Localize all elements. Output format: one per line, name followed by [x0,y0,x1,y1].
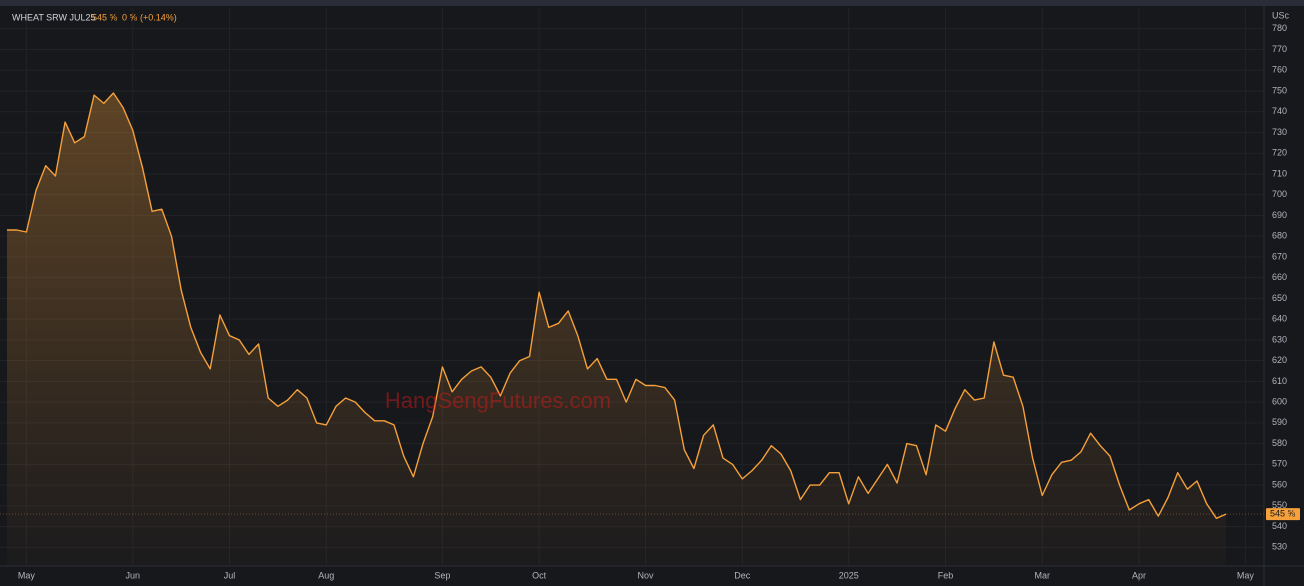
x-tick-label: May [1237,570,1255,580]
x-tick-label: Jun [126,570,141,580]
x-tick-label: Oct [532,570,547,580]
x-tick-label: Sep [434,570,450,580]
x-tick-label: 2025 [839,570,859,580]
y-tick-label: 780 [1272,23,1287,33]
last-price-box [1266,508,1300,521]
y-tick-label: 660 [1272,272,1287,282]
x-tick-label: Feb [938,570,954,580]
plot [0,92,1264,566]
y-tick-label: 560 [1272,479,1287,489]
y-tick-label: 580 [1272,438,1287,448]
y-tick-label: 770 [1272,44,1287,54]
x-tick-label: Apr [1132,570,1146,580]
y-tick-label: 710 [1272,168,1287,178]
y-tick-label: 570 [1272,459,1287,469]
x-tick-label: Jul [224,570,236,580]
y-tick-label: 600 [1272,397,1287,407]
x-tick-label: May [18,570,36,580]
y-tick-label: 690 [1272,210,1287,220]
y-tick-label: 550 [1272,500,1287,510]
y-tick-label: 740 [1272,106,1287,116]
x-tick-label: Mar [1034,570,1050,580]
y-tick-label: 720 [1272,148,1287,158]
y-tick-label: 700 [1272,189,1287,199]
y-tick-label: 540 [1272,521,1287,531]
y-tick-label: 640 [1272,314,1287,324]
price-line [7,92,1227,519]
change: 0 ⅝ [122,12,138,22]
price: 545 ⅝ [92,12,118,22]
area-fill [7,93,1227,566]
y-tick-label: 630 [1272,334,1287,344]
x-tick-label: Dec [734,570,751,580]
top-border [0,0,1304,6]
change-pct: (+0.14%) [140,12,177,22]
header: WHEAT SRW JUL25 545 ⅝ 0 ⅝ (+0.14%) [12,12,177,22]
last-price-label: 545 ⅝ [1270,509,1296,519]
x-tick-label: Nov [638,570,655,580]
chart-title: WHEAT SRW JUL25 [12,12,96,22]
watermark: HangSengFutures.com [385,388,611,413]
y-axis-label: USc [1272,10,1290,20]
y-tick-label: 670 [1272,251,1287,261]
axes: 530 540 550 560 570 580 590 600 610 620 630 640 650 6… [18,23,1300,580]
y-tick-label: 750 [1272,85,1287,95]
y-tick-label: 610 [1272,376,1287,386]
y-tick-label: 760 [1272,65,1287,75]
y-tick-label: 620 [1272,355,1287,365]
y-tick-label: 650 [1272,293,1287,303]
y-tick-label: 590 [1272,417,1287,427]
x-tick-label: Aug [318,570,334,580]
y-tick-label: 730 [1272,127,1287,137]
y-tick-label: 530 [1272,542,1287,552]
y-tick-label: 680 [1272,231,1287,241]
